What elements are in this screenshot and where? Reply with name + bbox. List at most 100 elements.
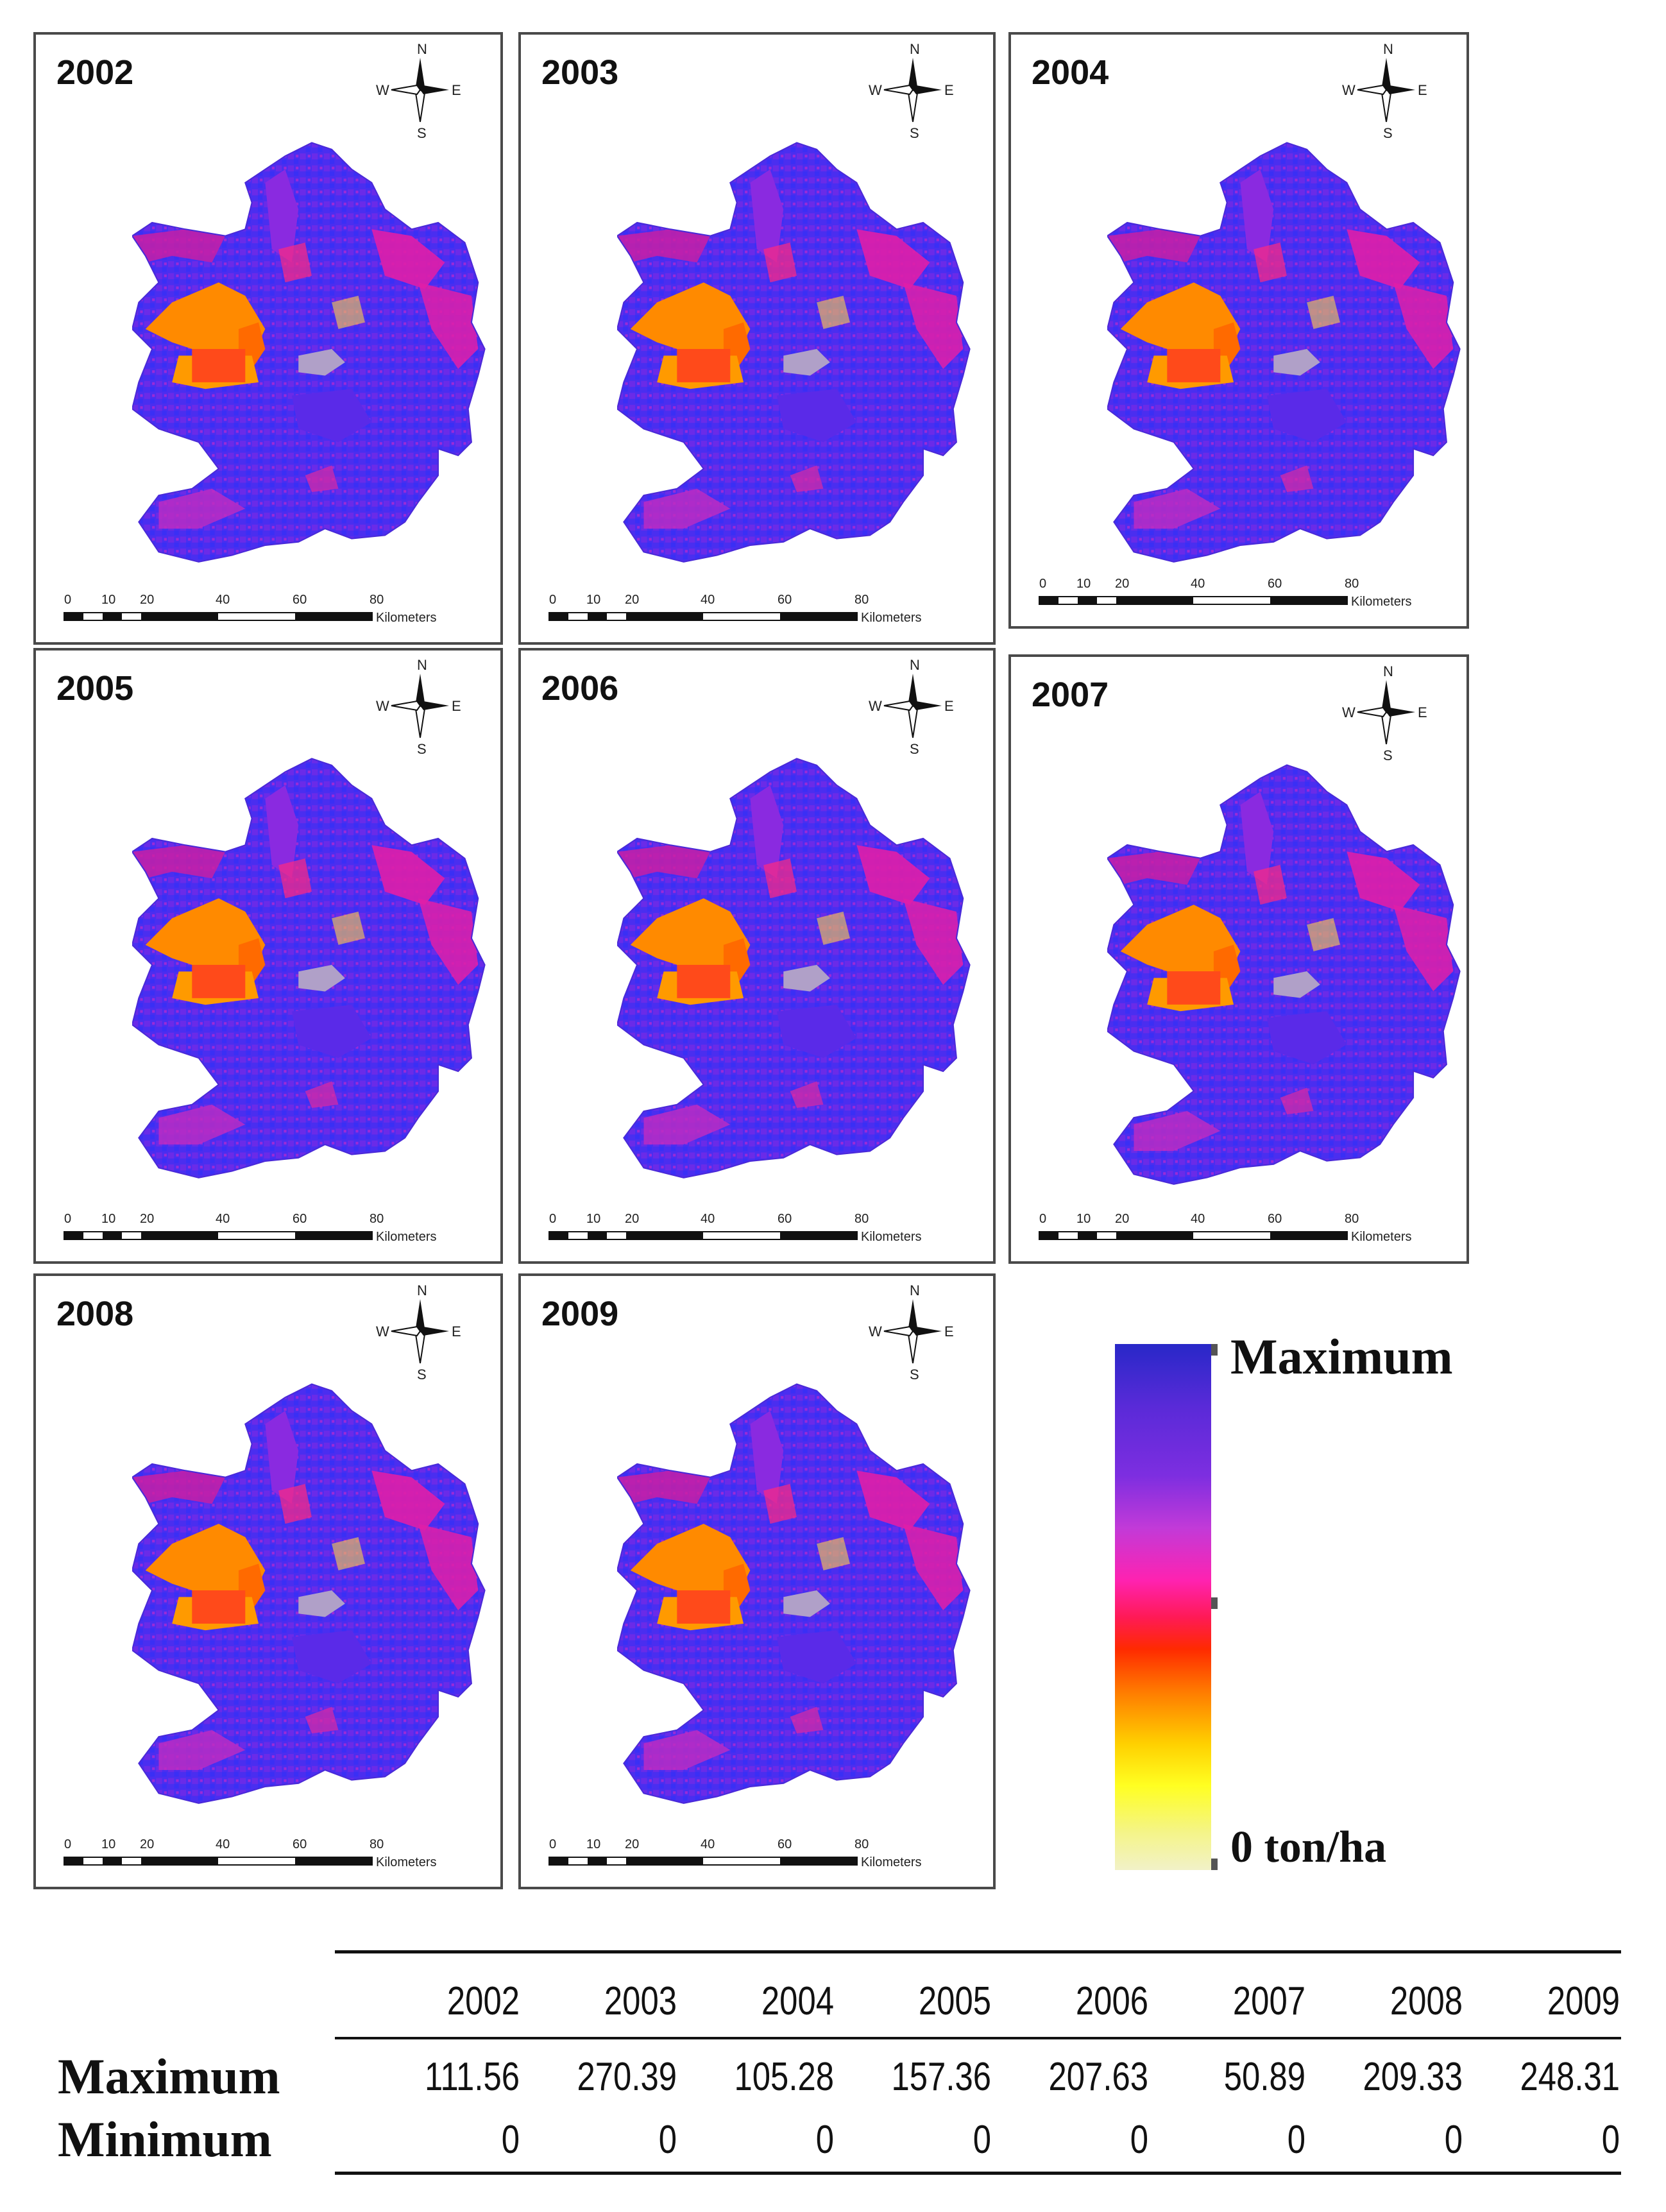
svg-text:W: W [376,82,389,98]
table-cell-minimum: 0 [501,2118,520,2162]
svg-text:40: 40 [216,1212,230,1226]
svg-text:80: 80 [370,1212,384,1226]
compass-rose-icon: N S E W [1342,663,1427,763]
scale-bar: 0 10 20 40 60 80 Kilometers [64,1837,436,1869]
svg-text:80: 80 [1345,1212,1359,1226]
compass-rose-icon: N S E W [376,1282,461,1382]
study-area-map [132,1383,486,1804]
svg-text:40: 40 [1191,577,1205,591]
table-top-rule [335,1950,1621,1953]
svg-text:10: 10 [101,1212,115,1226]
svg-text:10: 10 [586,593,600,607]
svg-text:W: W [376,1323,389,1340]
svg-text:20: 20 [1115,577,1129,591]
study-area-map [617,758,971,1178]
table-header-year: 2007 [1232,1979,1305,2023]
compass-rose-icon: N S E W [869,41,954,141]
svg-text:N: N [910,1282,920,1298]
svg-text:Kilometers: Kilometers [376,1855,436,1869]
svg-text:0: 0 [64,1837,71,1851]
map-panel-2007: 2007 N S E W 0 10 20 40 60 80 Kilometers [1008,654,1469,1264]
table-cell-maximum: 111.56 [425,2055,520,2099]
svg-text:0: 0 [1039,577,1046,591]
study-area-map [1107,764,1461,1185]
study-area-map [617,1383,971,1804]
table-cell-maximum: 270.39 [577,2055,677,2099]
svg-text:S: S [910,1366,919,1382]
svg-text:60: 60 [778,593,792,607]
svg-text:20: 20 [625,1837,639,1851]
svg-text:10: 10 [586,1212,600,1226]
svg-text:N: N [417,1282,427,1298]
svg-text:N: N [417,657,427,673]
legend-tick-top [1211,1344,1218,1356]
svg-text:W: W [869,698,882,714]
map-panel-2003: 2003 N S E W 0 10 20 40 60 80 Kilometers [518,32,996,645]
svg-text:80: 80 [370,1837,384,1851]
svg-text:40: 40 [216,1837,230,1851]
table-header-year: 2008 [1390,1979,1463,2023]
svg-text:Kilometers: Kilometers [861,611,921,625]
svg-text:60: 60 [293,1212,307,1226]
svg-text:N: N [1383,663,1393,679]
svg-text:E: E [452,1323,461,1340]
legend-min-label: 0 ton/ha [1230,1823,1387,1872]
panel-year-label: 2003 [541,53,619,92]
map-panel-2005: 2005 N S E W 0 10 20 40 60 80 Kilometers [33,648,503,1264]
table-cell-maximum: 157.36 [891,2055,991,2099]
panel-year-label: 2006 [541,669,619,708]
table-cell-minimum: 0 [658,2118,677,2162]
svg-text:80: 80 [854,1837,869,1851]
panel-year-label: 2005 [56,669,134,708]
map-panel-2004: 2004 N S E W 0 10 20 40 60 80 Kilometers [1008,32,1469,629]
svg-text:N: N [910,657,920,673]
svg-text:20: 20 [140,1212,154,1226]
study-area-map [617,142,971,563]
svg-text:W: W [869,82,882,98]
study-area-map [132,758,486,1178]
svg-text:60: 60 [293,1837,307,1851]
scale-bar: 0 10 20 40 60 80 Kilometers [64,1212,436,1244]
panel-year-label: 2007 [1032,676,1109,714]
svg-text:60: 60 [778,1837,792,1851]
svg-text:20: 20 [140,593,154,607]
svg-text:40: 40 [701,1212,715,1226]
map-panel-2009: 2009 N S E W 0 10 20 40 60 80 Kilometers [518,1273,996,1889]
scale-bar: 0 10 20 40 60 80 Kilometers [64,593,436,625]
table-cell-minimum: 0 [1601,2118,1620,2162]
svg-text:60: 60 [778,1212,792,1226]
compass-rose-icon: N S E W [1342,41,1427,141]
svg-text:Kilometers: Kilometers [1351,595,1411,609]
table-cell-minimum: 0 [1130,2118,1148,2162]
svg-text:40: 40 [701,1837,715,1851]
svg-text:E: E [452,82,461,98]
svg-text:S: S [417,125,427,141]
table-cell-maximum: 50.89 [1223,2055,1305,2099]
compass-rose-icon: N S E W [376,657,461,757]
map-panel-2008: 2008 N S E W 0 10 20 40 60 80 Kilometers [33,1273,503,1889]
svg-text:E: E [452,698,461,714]
svg-text:10: 10 [101,593,115,607]
svg-text:Kilometers: Kilometers [376,1230,436,1244]
svg-text:Kilometers: Kilometers [861,1855,921,1869]
study-area-map [132,142,486,563]
svg-text:80: 80 [1345,577,1359,591]
table-header-year: 2006 [1075,1979,1148,2023]
svg-text:40: 40 [1191,1212,1205,1226]
table-bottom-rule [335,2172,1621,2175]
scale-bar: 0 10 20 40 60 80 Kilometers [1039,577,1411,609]
table-cell-maximum: 209.33 [1363,2055,1463,2099]
svg-text:20: 20 [140,1837,154,1851]
svg-text:80: 80 [370,593,384,607]
panel-year-label: 2002 [56,53,134,92]
table-header-year: 2009 [1547,1979,1620,2023]
svg-text:0: 0 [549,1212,556,1226]
table-cell-minimum: 0 [1287,2118,1305,2162]
scale-bar: 0 10 20 40 60 80 Kilometers [548,593,921,625]
svg-text:60: 60 [1268,577,1282,591]
row-label-minimum: Minimum [58,2111,272,2167]
svg-text:S: S [417,1366,427,1382]
table-header-rule [335,2037,1621,2039]
svg-text:S: S [1383,125,1393,141]
compass-rose-icon: N S E W [869,657,954,757]
